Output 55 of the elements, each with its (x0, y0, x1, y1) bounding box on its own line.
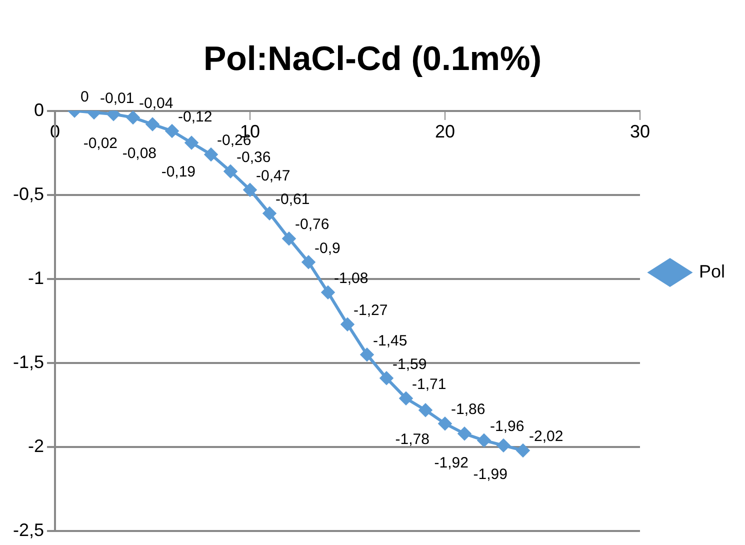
point (126, 111, 140, 124)
data-label: 0 (80, 88, 89, 106)
point (400, 392, 412, 405)
data-label: -0,19 (161, 163, 196, 180)
point (244, 183, 257, 196)
y-tick-label: -1,5 (12, 352, 44, 372)
data-label: -0,04 (139, 95, 174, 112)
point (380, 372, 393, 385)
point (204, 148, 218, 162)
point (107, 110, 120, 121)
point (418, 404, 432, 417)
point (224, 164, 238, 178)
data-label: -0,36 (236, 148, 271, 166)
data-label: -1,92 (434, 454, 469, 472)
point (282, 232, 296, 246)
y-tick-label: -0,5 (12, 184, 44, 204)
point (302, 256, 316, 269)
data-label: -1,08 (334, 270, 368, 288)
data-label: -1,45 (373, 332, 408, 350)
data-label: -0,08 (122, 144, 157, 162)
point (496, 438, 510, 452)
data-label: -1,59 (392, 356, 427, 373)
point (322, 286, 334, 299)
y-tick-label: 0 (34, 100, 44, 120)
y-tick-label: -2 (28, 436, 44, 456)
point (146, 118, 160, 131)
data-label: -1,99 (473, 466, 508, 484)
point (477, 434, 490, 447)
point (263, 206, 276, 220)
data-label: -0,01 (100, 90, 134, 108)
point (341, 318, 354, 331)
legend-label: Pol (698, 261, 725, 282)
chart-title: Pol:NaCl-Cd (0.1m%) (203, 40, 542, 78)
point (166, 124, 179, 138)
data-label: -0,76 (295, 216, 330, 234)
data-label: -1,96 (490, 418, 524, 436)
data-label: -1,78 (395, 430, 430, 448)
data-label: -0,12 (178, 108, 212, 126)
y-tick-label: -1 (28, 268, 44, 288)
data-label: -0,02 (83, 134, 118, 152)
point (516, 444, 530, 457)
data-label: -2,02 (528, 428, 564, 446)
data-label: -0,47 (256, 167, 290, 184)
point (458, 427, 471, 440)
point (185, 136, 198, 150)
data-label: -1,86 (450, 401, 486, 418)
data-label: -1,71 (412, 376, 446, 393)
data-label: -1,27 (354, 302, 388, 320)
x-tick-label: 20 (434, 122, 456, 142)
x-tick-label: 30 (630, 122, 650, 142)
y-tick-label: -2,5 (12, 520, 44, 540)
data-label: -0,61 (276, 191, 310, 208)
data-label: -0,9 (314, 240, 340, 257)
point (438, 417, 452, 430)
point (360, 348, 374, 362)
